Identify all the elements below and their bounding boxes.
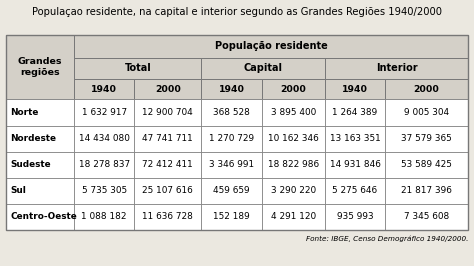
Bar bbox=[6, 99, 74, 126]
Bar bbox=[385, 178, 468, 204]
Text: 2000: 2000 bbox=[414, 85, 439, 94]
Text: 25 107 616: 25 107 616 bbox=[143, 186, 193, 195]
Text: 72 412 411: 72 412 411 bbox=[143, 160, 193, 169]
Text: Centro-Oeste: Centro-Oeste bbox=[10, 212, 77, 221]
Text: 18 278 837: 18 278 837 bbox=[79, 160, 130, 169]
Bar bbox=[201, 178, 262, 204]
Text: Grandes
regiões: Grandes regiões bbox=[18, 57, 62, 77]
Text: Sudeste: Sudeste bbox=[10, 160, 51, 169]
Bar bbox=[262, 99, 325, 126]
Bar bbox=[325, 152, 385, 178]
Bar bbox=[262, 126, 325, 152]
Text: 4 291 120: 4 291 120 bbox=[271, 212, 316, 221]
Text: 1 264 389: 1 264 389 bbox=[332, 108, 378, 117]
Text: 2000: 2000 bbox=[280, 85, 306, 94]
Text: Populaçao residente, na capital e interior segundo as Grandes Regiões 1940/2000: Populaçao residente, na capital e interi… bbox=[32, 7, 442, 17]
Bar bbox=[6, 35, 468, 230]
Text: 47 741 711: 47 741 711 bbox=[143, 134, 193, 143]
Bar bbox=[262, 79, 325, 99]
Bar bbox=[201, 79, 262, 99]
Text: 3 895 400: 3 895 400 bbox=[271, 108, 316, 117]
Bar bbox=[262, 178, 325, 204]
Bar bbox=[134, 178, 201, 204]
Bar bbox=[201, 204, 262, 230]
Bar bbox=[74, 204, 134, 230]
Bar bbox=[6, 126, 74, 152]
Text: 935 993: 935 993 bbox=[337, 212, 374, 221]
Text: 21 817 396: 21 817 396 bbox=[401, 186, 452, 195]
Bar bbox=[325, 204, 385, 230]
Bar bbox=[385, 204, 468, 230]
Bar bbox=[134, 152, 201, 178]
Bar bbox=[325, 58, 468, 79]
Text: 5 735 305: 5 735 305 bbox=[82, 186, 127, 195]
Text: 1 088 182: 1 088 182 bbox=[82, 212, 127, 221]
Bar bbox=[201, 152, 262, 178]
Text: 459 659: 459 659 bbox=[213, 186, 250, 195]
Text: 1940: 1940 bbox=[219, 85, 245, 94]
Text: Sul: Sul bbox=[10, 186, 26, 195]
Text: 2000: 2000 bbox=[155, 85, 181, 94]
Text: 10 162 346: 10 162 346 bbox=[268, 134, 319, 143]
Bar bbox=[201, 99, 262, 126]
Text: 3 346 991: 3 346 991 bbox=[209, 160, 254, 169]
Bar bbox=[74, 79, 134, 99]
Bar bbox=[6, 152, 74, 178]
Text: 11 636 728: 11 636 728 bbox=[142, 212, 193, 221]
Bar bbox=[325, 79, 385, 99]
Text: 37 579 365: 37 579 365 bbox=[401, 134, 452, 143]
Text: 12 900 704: 12 900 704 bbox=[143, 108, 193, 117]
Text: 53 589 425: 53 589 425 bbox=[401, 160, 452, 169]
Bar bbox=[385, 152, 468, 178]
Bar bbox=[325, 126, 385, 152]
Text: 18 822 986: 18 822 986 bbox=[268, 160, 319, 169]
Bar bbox=[134, 99, 201, 126]
Text: 14 434 080: 14 434 080 bbox=[79, 134, 130, 143]
Bar bbox=[74, 178, 134, 204]
Text: População residente: População residente bbox=[215, 41, 328, 51]
Text: 13 163 351: 13 163 351 bbox=[329, 134, 380, 143]
Bar bbox=[134, 204, 201, 230]
Bar bbox=[385, 126, 468, 152]
Bar bbox=[74, 152, 134, 178]
Text: 1 632 917: 1 632 917 bbox=[82, 108, 127, 117]
Text: Interior: Interior bbox=[376, 63, 418, 73]
Bar bbox=[74, 35, 468, 58]
Text: Norte: Norte bbox=[10, 108, 39, 117]
Text: 5 275 646: 5 275 646 bbox=[332, 186, 377, 195]
Bar bbox=[201, 126, 262, 152]
Bar bbox=[6, 35, 74, 99]
Bar bbox=[262, 204, 325, 230]
Bar bbox=[262, 152, 325, 178]
Bar bbox=[134, 126, 201, 152]
Text: Nordeste: Nordeste bbox=[10, 134, 56, 143]
Text: 3 290 220: 3 290 220 bbox=[271, 186, 316, 195]
Bar bbox=[325, 178, 385, 204]
Bar bbox=[74, 58, 201, 79]
Bar bbox=[385, 99, 468, 126]
Bar bbox=[74, 126, 134, 152]
Text: 9 005 304: 9 005 304 bbox=[404, 108, 449, 117]
Text: 152 189: 152 189 bbox=[213, 212, 250, 221]
Bar bbox=[6, 178, 74, 204]
Text: Fonte: IBGE, Censo Demográfico 1940/2000.: Fonte: IBGE, Censo Demográfico 1940/2000… bbox=[306, 236, 468, 242]
Text: 1940: 1940 bbox=[342, 85, 368, 94]
Bar bbox=[201, 58, 325, 79]
Bar bbox=[74, 99, 134, 126]
Bar bbox=[325, 99, 385, 126]
Bar bbox=[6, 204, 74, 230]
Text: 7 345 608: 7 345 608 bbox=[404, 212, 449, 221]
Text: Total: Total bbox=[124, 63, 151, 73]
Bar bbox=[385, 79, 468, 99]
Text: 1 270 729: 1 270 729 bbox=[209, 134, 254, 143]
Text: 368 528: 368 528 bbox=[213, 108, 250, 117]
Text: Capital: Capital bbox=[244, 63, 283, 73]
Bar bbox=[134, 79, 201, 99]
Text: 1940: 1940 bbox=[91, 85, 117, 94]
Text: 14 931 846: 14 931 846 bbox=[329, 160, 381, 169]
